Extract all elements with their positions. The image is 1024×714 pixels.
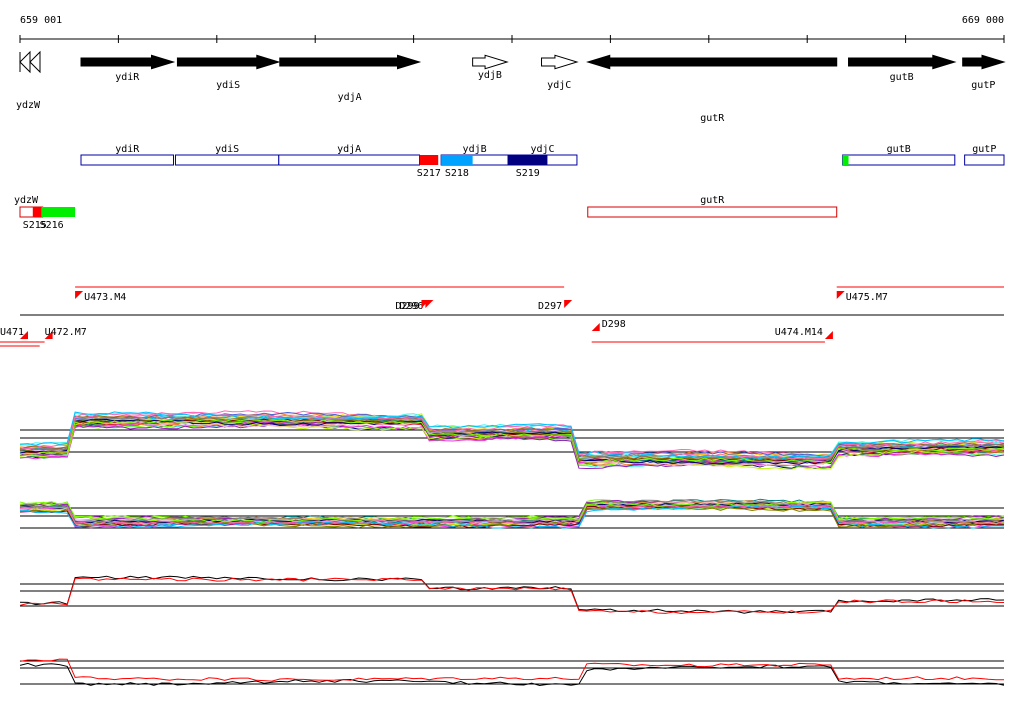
- gene-arrow-ydzW: [29, 50, 41, 74]
- gene-track: ydzW ydiR ydiS ydjA ydjB ydjC gutR gutB gutP: [16, 50, 1006, 124]
- forward-transcript-track: ydiR ydiS ydjA ydjB ydjC gutB gutP S217 S218 S219: [80, 144, 1005, 179]
- expression-average-panel-2: [19, 658, 1005, 687]
- gene-arrow-ydjB: [472, 54, 509, 70]
- gene-label-gutR: gutR: [700, 113, 725, 124]
- expression-line: [19, 505, 1005, 529]
- expression-profile-panel-2: [19, 498, 1005, 529]
- expression-line: [19, 412, 1005, 460]
- transcript-label-gutR: gutR: [700, 195, 725, 206]
- tu-label-D297: D297: [538, 301, 562, 312]
- expression-line: [19, 411, 1005, 460]
- promoter-marker: [421, 300, 430, 308]
- tu-label-U472.M7: U472.M7: [45, 327, 87, 338]
- gene-arrow-ydzW: [19, 50, 31, 74]
- site-label-S215: S215: [23, 220, 47, 231]
- promoter-marker: [836, 291, 845, 299]
- site-block: [441, 155, 473, 165]
- transcript-label-ydjC: ydjC: [530, 144, 554, 155]
- gene-arrow-gutP: [962, 54, 1006, 70]
- transcript-label-ydiS: ydiS: [215, 144, 239, 155]
- site-block: [32, 207, 42, 217]
- tu-label-U471: U471: [0, 327, 24, 338]
- expression-line: [19, 662, 1005, 687]
- gene-label-gutP: gutP: [971, 80, 995, 91]
- promoter-marker: [20, 331, 28, 339]
- gene-arrow-ydjA: [279, 54, 422, 70]
- gene-label-gutB: gutB: [890, 72, 914, 83]
- tu-label-U474.M14: U474.M14: [775, 327, 823, 338]
- coordinate-ruler: [19, 35, 1005, 43]
- coordinate-end-label: 669 000: [962, 15, 1004, 26]
- gene-label-ydjC: ydjC: [547, 80, 571, 91]
- expression-line: [19, 418, 1005, 464]
- transcript-label-ydiR: ydiR: [115, 144, 140, 155]
- transcript-ydjA: [278, 154, 421, 166]
- site-block: [842, 155, 849, 165]
- transcript-label-ydzW: ydzW: [14, 195, 39, 206]
- gene-label-ydiS: ydiS: [216, 80, 240, 91]
- site-label-S216: S216: [40, 220, 64, 231]
- gene-label-ydjB: ydjB: [478, 70, 502, 81]
- tu-label-U475.M7: U475.M7: [846, 292, 888, 303]
- expression-line: [19, 658, 1005, 682]
- transcript-gutR: [587, 206, 838, 218]
- gene-arrow-ydjC: [541, 54, 579, 70]
- transcript-label-ydjB: ydjB: [463, 144, 487, 155]
- tu-label-D299: D299: [395, 301, 419, 312]
- transcript-label-gutP: gutP: [972, 144, 996, 155]
- expression-line: [19, 411, 1005, 460]
- transcript-ydiR: [80, 154, 175, 166]
- transcript-ydiS: [174, 154, 280, 166]
- gene-label-ydjA: ydjA: [338, 92, 362, 103]
- promoter-marker: [564, 300, 573, 308]
- promoter-marker: [824, 331, 833, 339]
- site-label-S217: S217: [417, 168, 441, 179]
- expression-line: [19, 575, 1005, 614]
- transcript-gutB: [842, 154, 956, 166]
- gene-arrow-gutB: [848, 54, 957, 70]
- gene-label-ydzW: ydzW: [16, 100, 41, 111]
- transcript-label-ydjA: ydjA: [337, 144, 361, 155]
- site-block: [41, 207, 76, 217]
- site-label-S219: S219: [516, 168, 540, 179]
- expression-line: [20, 504, 1005, 529]
- tu-label-D298: D298: [602, 319, 626, 330]
- tu-label-D296: D296: [399, 301, 423, 312]
- gene-label-ydiR: ydiR: [115, 72, 140, 83]
- expression-line: [19, 577, 1005, 615]
- site-block: [508, 155, 548, 165]
- expression-line: [19, 500, 1005, 523]
- transcript-label-gutB: gutB: [887, 144, 911, 155]
- gene-arrow-ydiS: [176, 54, 281, 70]
- tu-label-U473.M4: U473.M4: [84, 292, 126, 303]
- expression-line: [19, 415, 1005, 461]
- expression-line: [19, 504, 1005, 525]
- site-label-S218: S218: [445, 168, 469, 179]
- site-block: [419, 155, 439, 165]
- expression-profile-panel-1: [19, 410, 1005, 470]
- coordinate-start-label: 659 001: [20, 15, 62, 26]
- promoter-marker: [75, 291, 84, 299]
- promoter-marker: [44, 331, 53, 339]
- transcript-gutP: [964, 154, 1005, 166]
- gene-arrow-gutR: [586, 54, 838, 70]
- promoter-marker: [591, 323, 600, 331]
- expression-average-panel-1: [19, 575, 1005, 615]
- gene-arrow-ydiR: [80, 54, 176, 70]
